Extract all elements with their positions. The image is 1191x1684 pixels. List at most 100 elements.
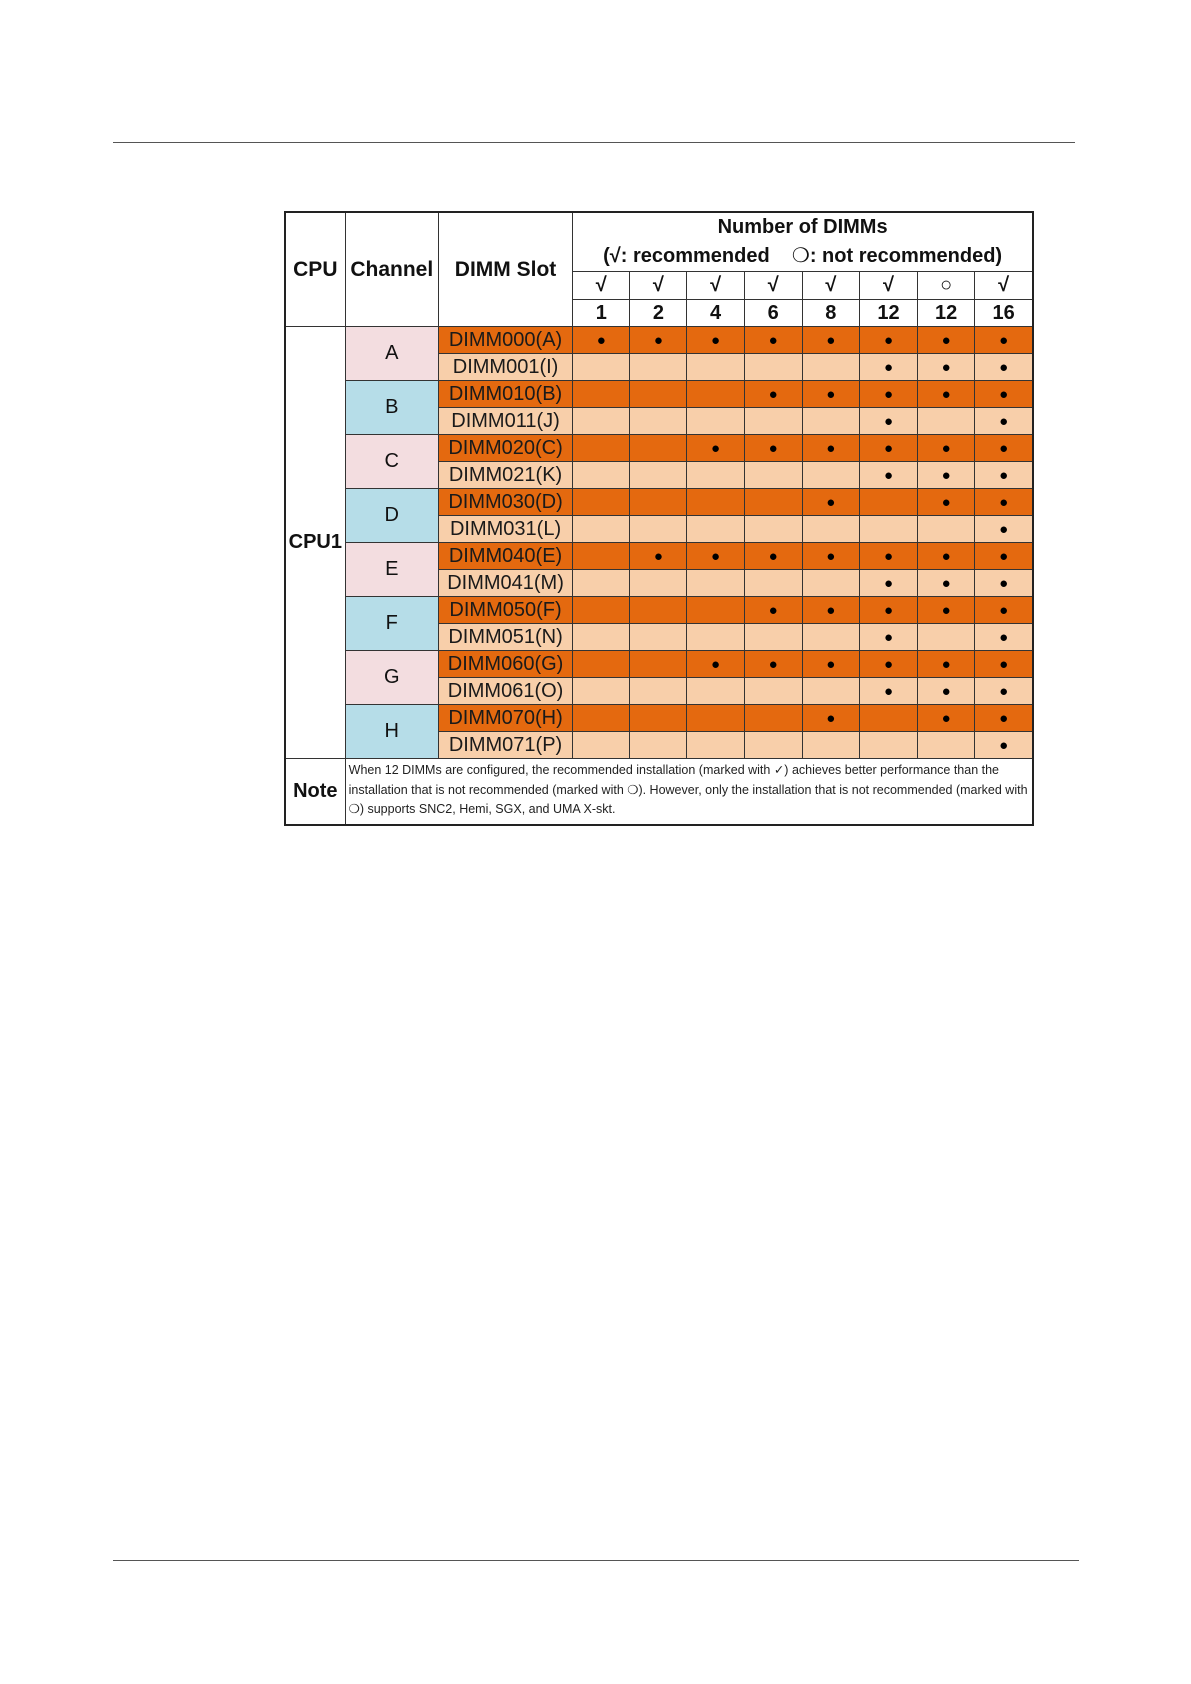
population-cell	[917, 407, 976, 435]
population-cell: ●	[917, 704, 976, 732]
population-cell: ●	[917, 380, 976, 408]
population-cell: ●	[974, 488, 1034, 516]
channel-label: C	[344, 434, 439, 489]
population-cell	[743, 515, 803, 543]
population-cell	[743, 461, 803, 489]
population-cell: ●	[974, 677, 1034, 705]
population-cell	[858, 704, 919, 732]
population-cell: ●	[974, 596, 1034, 624]
dimm-slot-label: DIMM010(B)	[437, 380, 574, 408]
population-cell	[629, 650, 688, 678]
cpu-label: CPU1	[284, 326, 346, 759]
footer-rule	[113, 1560, 1079, 1561]
table-row: CPU1 A DIMM000(A) ● ● ● ● ● ● ● ●	[284, 326, 1034, 759]
config-mark-4: √	[801, 271, 860, 300]
population-cell	[858, 731, 919, 759]
population-cell: ●	[686, 434, 745, 462]
config-count-6: 12	[917, 299, 976, 327]
table-row: B DIMM010(B) ● ● ● ● ●	[285, 380, 1034, 435]
population-cell: ●	[917, 650, 976, 678]
dimm-slot-label: DIMM021(K)	[437, 461, 574, 489]
population-cell	[686, 731, 745, 759]
channel-label: G	[344, 650, 439, 705]
population-cell: ●	[572, 326, 631, 354]
population-cell	[629, 407, 688, 435]
table-row: DIMM031(L) ●	[285, 515, 1034, 543]
config-mark-1: √	[629, 271, 688, 300]
dimm-slot-label: DIMM050(F)	[437, 596, 574, 624]
population-cell	[686, 461, 745, 489]
config-mark-3: √	[743, 271, 803, 300]
population-cell	[743, 353, 803, 381]
population-cell	[743, 569, 803, 597]
dimm-slot-label: DIMM040(E)	[437, 542, 574, 570]
table-row: DIMM011(J) ● ●	[285, 407, 1034, 435]
population-cell	[572, 596, 631, 624]
population-cell	[801, 407, 860, 435]
channel-label: D	[344, 488, 439, 543]
population-cell: ●	[917, 542, 976, 570]
population-cell	[572, 488, 631, 516]
population-cell	[572, 704, 631, 732]
dimm-slot-label: DIMM011(J)	[437, 407, 574, 435]
population-cell	[572, 515, 631, 543]
population-cell: ●	[858, 623, 919, 651]
population-cell: ●	[743, 434, 803, 462]
number-of-dimms-header: Number of DIMMs (√: recommended ❍: not r…	[572, 211, 1034, 272]
population-cell	[686, 353, 745, 381]
population-cell	[572, 461, 631, 489]
config-count-7: 16	[974, 299, 1034, 327]
population-cell: ●	[974, 434, 1034, 462]
population-cell	[629, 515, 688, 543]
population-cell	[629, 704, 688, 732]
population-cell	[629, 488, 688, 516]
population-cell: ●	[917, 596, 976, 624]
note-row: Note When 12 DIMMs are configured, the r…	[284, 758, 1034, 825]
population-cell	[801, 677, 860, 705]
population-cell	[858, 488, 919, 516]
population-cell	[801, 515, 860, 543]
population-cell: ●	[858, 407, 919, 435]
config-mark-2: √	[686, 271, 745, 300]
config-count-0: 1	[572, 299, 631, 327]
population-cell: ●	[629, 542, 688, 570]
population-cell	[917, 623, 976, 651]
population-cell: ●	[686, 650, 745, 678]
population-cell: ●	[974, 569, 1034, 597]
population-cell: ●	[974, 407, 1034, 435]
table-row: DIMM061(O) ● ● ●	[285, 677, 1034, 705]
population-cell: ●	[858, 650, 919, 678]
population-cell	[572, 731, 631, 759]
population-cell: ●	[858, 461, 919, 489]
population-cell: ●	[686, 542, 745, 570]
config-count-3: 6	[743, 299, 803, 327]
population-cell	[917, 731, 976, 759]
population-cell	[686, 569, 745, 597]
channel-label: B	[344, 380, 439, 435]
config-count-row: 1 2 4 6 8 12 12 16	[285, 299, 1034, 327]
header-rule	[113, 142, 1075, 143]
dimm-slot-label: DIMM060(G)	[437, 650, 574, 678]
population-cell: ●	[743, 596, 803, 624]
population-cell	[801, 353, 860, 381]
slot-rows: CPU1 A DIMM000(A) ● ● ● ● ● ● ● ● DIMM001(I) ● ● ● B DIM…	[284, 326, 1034, 759]
dimm-slot-label: DIMM071(P)	[437, 731, 574, 759]
dimm-slot-label: DIMM061(O)	[437, 677, 574, 705]
population-cell: ●	[801, 596, 860, 624]
table-row: H DIMM070(H) ● ● ●	[285, 704, 1034, 759]
population-cell: ●	[974, 515, 1034, 543]
population-cell	[629, 461, 688, 489]
population-cell	[572, 434, 631, 462]
population-cell	[629, 623, 688, 651]
population-cell	[686, 515, 745, 543]
config-mark-7: √	[974, 271, 1034, 300]
table-row: E DIMM040(E) ● ● ● ● ● ● ●	[285, 542, 1034, 597]
population-cell: ●	[858, 326, 919, 354]
population-cell: ●	[801, 326, 860, 354]
population-cell	[858, 515, 919, 543]
config-count-4: 8	[801, 299, 860, 327]
population-cell: ●	[917, 434, 976, 462]
channel-label: E	[344, 542, 439, 597]
config-mark-5: √	[858, 271, 919, 300]
population-cell: ●	[974, 380, 1034, 408]
